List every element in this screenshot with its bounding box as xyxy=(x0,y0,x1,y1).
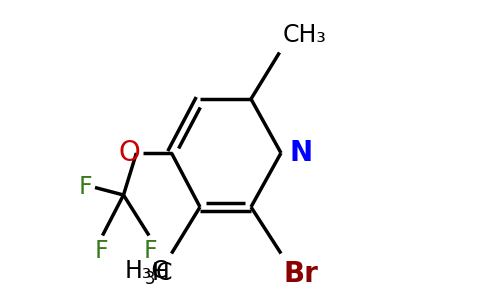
Text: F: F xyxy=(78,176,92,200)
Text: H₃C: H₃C xyxy=(124,260,168,284)
Text: $_3$C: $_3$C xyxy=(144,261,173,287)
Text: F: F xyxy=(144,238,157,262)
Text: O: O xyxy=(118,139,140,167)
Text: N: N xyxy=(289,139,313,167)
Text: CH₃: CH₃ xyxy=(283,22,326,46)
Text: H: H xyxy=(152,261,170,285)
Text: F: F xyxy=(94,238,108,262)
Text: Br: Br xyxy=(284,260,319,287)
